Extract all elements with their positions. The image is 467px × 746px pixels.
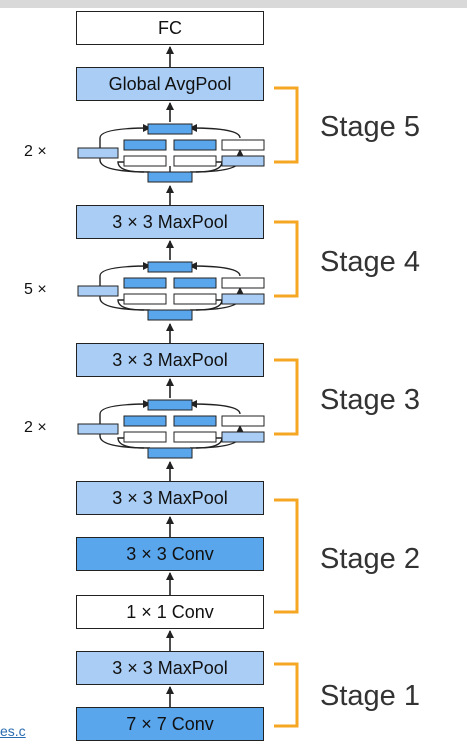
bracket-stage5 [274,86,299,164]
stage-label-3: Stage 3 [320,384,420,416]
bracket-stage2 [274,498,299,614]
conv3x3-block: 3 × 3 Conv [76,537,264,571]
maxpool-block-stage1: 3 × 3 MaxPool [76,651,264,685]
bracket-stage3 [274,358,299,436]
stage-label-4: Stage 4 [320,246,420,278]
repeat-label-stage5: 2 × [24,143,47,160]
maxpool-block-stage3: 3 × 3 MaxPool [76,343,264,377]
maxpool-block-stage2: 3 × 3 MaxPool [76,481,264,515]
repeat-label-stage3: 2 × [24,419,47,436]
maxpool-block-stage4: 3 × 3 MaxPool [76,205,264,239]
stage-label-1: Stage 1 [320,680,420,712]
inception-block-stage3 [77,399,265,459]
top-band [0,0,467,8]
repeat-label-stage4: 5 × [24,281,47,298]
inception-block-stage5 [77,123,265,183]
stage-label-5: Stage 5 [320,111,420,143]
conv7x7-block: 7 × 7 Conv [76,707,264,741]
global-avgpool-block: Global AvgPool [76,67,264,101]
fc-block: FC [76,11,264,45]
conv1x1-block: 1 × 1 Conv [76,595,264,629]
bracket-stage4 [274,220,299,298]
inception-block-stage4 [77,261,265,321]
source-link-fragment[interactable]: es.c [0,723,26,739]
stage-label-2: Stage 2 [320,543,420,575]
bracket-stage1 [274,662,299,728]
